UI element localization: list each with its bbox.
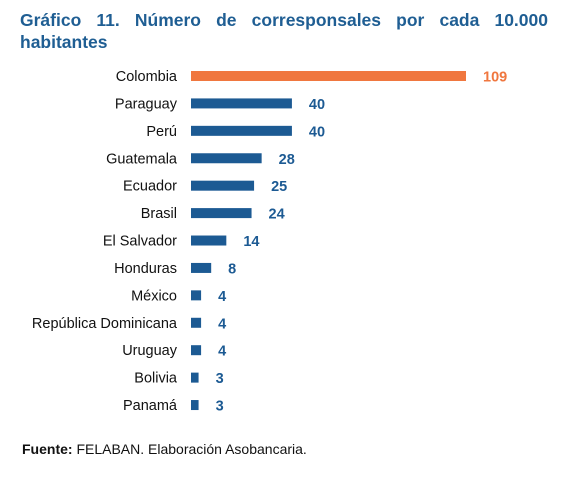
bar-republica-dominicana (191, 317, 202, 328)
bar-peru (191, 125, 292, 136)
category-label-republica-dominicana: República Dominicana (32, 316, 178, 332)
bar-colombia (191, 71, 466, 81)
chart-title: Gráfico 11. Número de corresponsales por… (20, 9, 548, 53)
data-label-guatemala: 28 (279, 152, 295, 168)
data-label-bolivia: 3 (216, 371, 224, 387)
category-label-guatemala: Guatemala (106, 151, 178, 167)
category-label-panama: Panamá (123, 398, 178, 414)
data-label-colombia: 109 (483, 70, 507, 86)
chart-layer: Colombia 109 Paraguay 40 Perú 40 Guatemala 28 Ec… (32, 69, 507, 415)
category-label-bolivia: Bolivia (134, 371, 178, 387)
chart-title-line-1: Gráfico 11. Número de corresponsales por… (20, 10, 548, 30)
bar-mexico (191, 290, 202, 301)
category-label-peru: Perú (146, 124, 177, 140)
category-label-el-salvador: El Salvador (103, 234, 177, 250)
source-label: Fuente: (22, 441, 73, 457)
bar-panama (191, 400, 199, 411)
category-label-honduras: Honduras (114, 261, 177, 277)
category-label-colombia: Colombia (116, 69, 178, 85)
data-label-el-salvador: 14 (243, 234, 259, 250)
bar-chart: Colombia 109 Paraguay 40 Perú 40 Guatemala 28 Ec… (32, 69, 507, 415)
category-label-brasil: Brasil (141, 206, 177, 222)
bar-brasil (191, 208, 252, 219)
bar-guatemala (191, 153, 262, 164)
bar-el-salvador (191, 235, 227, 246)
category-label-ecuador: Ecuador (123, 179, 177, 195)
bar-bolivia (191, 372, 199, 383)
source-note: Fuente: FELABAN. Elaboración Asobancaria… (22, 441, 307, 457)
bar-honduras (191, 262, 212, 273)
category-label-mexico: México (131, 288, 177, 304)
bar-paraguay (191, 98, 292, 109)
data-label-mexico: 4 (218, 289, 226, 305)
data-label-honduras: 8 (228, 261, 236, 277)
data-label-republica-dominicana: 4 (218, 316, 226, 332)
data-label-ecuador: 25 (271, 179, 287, 195)
source-text: FELABAN. Elaboración Asobancaria. (72, 441, 307, 457)
bar-uruguay (191, 345, 202, 356)
bar-ecuador (191, 180, 255, 191)
data-label-brasil: 24 (269, 207, 285, 223)
data-label-paraguay: 40 (309, 97, 325, 113)
chart-title-line-2: habitantes (20, 32, 108, 52)
data-label-panama: 3 (216, 399, 224, 415)
category-label-uruguay: Uruguay (122, 343, 178, 359)
category-label-paraguay: Paraguay (115, 96, 178, 112)
data-label-uruguay: 4 (218, 344, 226, 360)
data-label-peru: 40 (309, 124, 325, 140)
